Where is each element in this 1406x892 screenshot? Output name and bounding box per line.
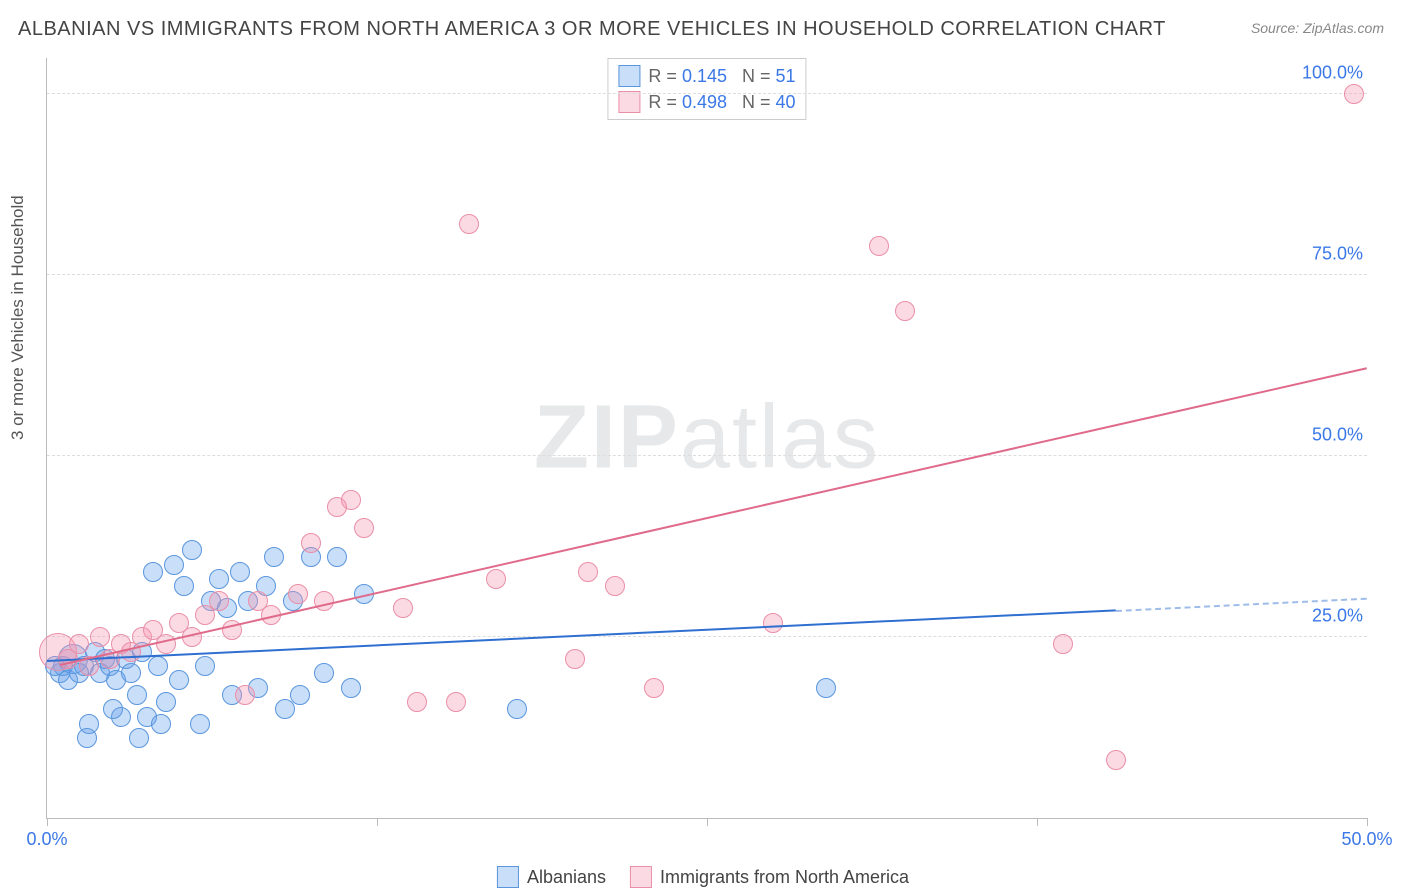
gridline	[47, 93, 1367, 94]
y-tick-label: 25.0%	[1312, 606, 1371, 627]
scatter-point	[103, 699, 123, 719]
legend-item: Immigrants from North America	[630, 866, 909, 888]
series-legend: Albanians Immigrants from North America	[497, 866, 909, 888]
scatter-point	[69, 634, 89, 654]
legend-label: Immigrants from North America	[660, 867, 909, 888]
x-tick-label: 0.0%	[26, 829, 67, 850]
scatter-point	[605, 576, 625, 596]
scatter-point	[895, 301, 915, 321]
scatter-point	[169, 670, 189, 690]
scatter-point	[129, 728, 149, 748]
scatter-point	[341, 678, 361, 698]
scatter-point	[148, 656, 168, 676]
scatter-point	[235, 685, 255, 705]
scatter-point	[578, 562, 598, 582]
x-tick	[377, 818, 378, 826]
scatter-point	[644, 678, 664, 698]
x-tick	[47, 818, 48, 826]
legend-row: R = 0.145 N = 51	[618, 63, 795, 89]
scatter-point	[151, 714, 171, 734]
legend-item: Albanians	[497, 866, 606, 888]
scatter-point	[301, 533, 321, 553]
scatter-point	[275, 699, 295, 719]
scatter-point	[869, 236, 889, 256]
x-tick	[1367, 818, 1368, 826]
chart-title: ALBANIAN VS IMMIGRANTS FROM NORTH AMERIC…	[18, 18, 1166, 41]
scatter-point	[1344, 84, 1364, 104]
scatter-point	[446, 692, 466, 712]
gridline	[47, 636, 1367, 637]
scatter-point	[143, 562, 163, 582]
watermark: ZIPatlas	[534, 387, 880, 490]
scatter-point	[156, 692, 176, 712]
scatter-point	[327, 547, 347, 567]
scatter-point	[90, 627, 110, 647]
scatter-point	[507, 699, 527, 719]
legend-swatch	[618, 65, 640, 87]
legend-swatch	[497, 866, 519, 888]
scatter-point	[393, 598, 413, 618]
scatter-point	[486, 569, 506, 589]
scatter-point	[1106, 750, 1126, 770]
scatter-point	[459, 214, 479, 234]
scatter-point	[565, 649, 585, 669]
x-tick-label: 50.0%	[1341, 829, 1392, 850]
scatter-point	[354, 518, 374, 538]
scatter-point	[121, 663, 141, 683]
scatter-point	[816, 678, 836, 698]
scatter-point	[190, 714, 210, 734]
plot-area: ZIPatlas R = 0.145 N = 51 R = 0.498 N = 4…	[46, 58, 1367, 819]
scatter-point	[164, 555, 184, 575]
gridline	[47, 274, 1367, 275]
scatter-point	[1053, 634, 1073, 654]
scatter-point	[182, 540, 202, 560]
scatter-point	[314, 663, 334, 683]
scatter-point	[209, 569, 229, 589]
scatter-point	[230, 562, 250, 582]
x-tick	[707, 818, 708, 826]
scatter-point	[195, 656, 215, 676]
watermark-bold: ZIP	[534, 388, 680, 488]
y-tick-label: 75.0%	[1312, 244, 1371, 265]
scatter-point	[127, 685, 147, 705]
scatter-point	[407, 692, 427, 712]
legend-stat-text: R = 0.145 N = 51	[648, 66, 795, 87]
y-tick-label: 100.0%	[1302, 63, 1371, 84]
y-tick-label: 50.0%	[1312, 425, 1371, 446]
gridline	[47, 455, 1367, 456]
legend-swatch	[630, 866, 652, 888]
correlation-legend: R = 0.145 N = 51 R = 0.498 N = 40	[607, 58, 806, 120]
scatter-point	[174, 576, 194, 596]
x-tick	[1037, 818, 1038, 826]
trend-line	[60, 367, 1367, 666]
chart-container: ALBANIAN VS IMMIGRANTS FROM NORTH AMERIC…	[0, 0, 1406, 892]
scatter-point	[341, 490, 361, 510]
y-axis-label: 3 or more Vehicles in Household	[8, 195, 28, 440]
scatter-point	[264, 547, 284, 567]
scatter-point	[763, 613, 783, 633]
legend-swatch	[618, 91, 640, 113]
legend-stat-text: R = 0.498 N = 40	[648, 92, 795, 113]
scatter-point	[314, 591, 334, 611]
scatter-point	[288, 584, 308, 604]
watermark-light: atlas	[680, 388, 880, 488]
legend-label: Albanians	[527, 867, 606, 888]
scatter-point	[290, 685, 310, 705]
scatter-point	[77, 728, 97, 748]
scatter-point	[209, 591, 229, 611]
source-attribution: Source: ZipAtlas.com	[1251, 20, 1384, 36]
